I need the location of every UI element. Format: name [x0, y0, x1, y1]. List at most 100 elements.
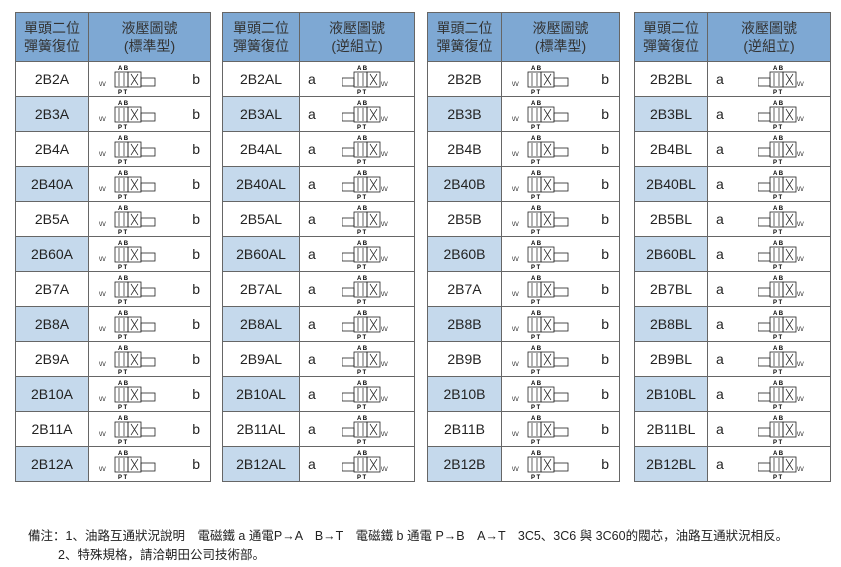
symbol-cell: a A B P T \/\/ — [299, 201, 415, 237]
valve-symbol-icon: A B P T \/\/ — [99, 66, 156, 94]
svg-text:\/\/: \/\/ — [99, 82, 106, 88]
model-code: 2B5B — [427, 201, 502, 237]
solenoid-label: a — [716, 316, 724, 332]
svg-text:A B: A B — [118, 416, 129, 422]
valve-symbol-icon: A B P T \/\/ — [342, 66, 388, 94]
svg-text:A B: A B — [118, 311, 129, 317]
svg-text:A B: A B — [773, 206, 784, 212]
svg-text:\/\/: \/\/ — [99, 292, 106, 298]
svg-text:\/\/: \/\/ — [512, 292, 519, 298]
symbol-cell: A B P T \/\/ b — [501, 96, 620, 132]
header-symbol: 液壓圖號 (標準型) — [88, 12, 211, 62]
header-code: 單頭二位 彈簧復位 — [15, 12, 89, 62]
table-row: 2B10AL a A B P T \/\/ — [222, 376, 415, 412]
svg-text:A B: A B — [357, 206, 368, 212]
valve-table: 單頭二位 彈簧復位 液壓圖號 (標準型) 2B2A A B P T \/\/ b 2B3A A B P… — [15, 12, 211, 482]
solenoid-label: b — [192, 316, 200, 332]
svg-text:A B: A B — [357, 346, 368, 352]
svg-text:P T: P T — [773, 195, 783, 199]
svg-text:A B: A B — [531, 346, 542, 352]
table-row: 2B11BL a A B P T \/\/ — [634, 411, 831, 447]
svg-text:\/\/: \/\/ — [797, 117, 804, 123]
table-row: 2B4AL a A B P T \/\/ — [222, 131, 415, 167]
solenoid-label: a — [716, 421, 724, 437]
valve-symbol-icon: A B P T \/\/ — [758, 241, 804, 269]
solenoid-label: b — [192, 246, 200, 262]
symbol-cell: A B P T \/\/ b — [501, 131, 620, 167]
model-code: 2B2B — [427, 61, 502, 97]
table-row: 2B4B A B P T \/\/ b — [427, 131, 620, 167]
svg-text:P T: P T — [357, 125, 367, 129]
symbol-cell: a A B P T \/\/ — [707, 61, 831, 97]
svg-text:A B: A B — [531, 171, 542, 177]
model-code: 2B40AL — [222, 166, 300, 202]
svg-text:A B: A B — [531, 381, 542, 387]
svg-text:\/\/: \/\/ — [381, 397, 388, 403]
valve-table: 單頭二位 彈簧復位 液壓圖號 (逆組立) 2B2BL a A B P T \/\/ 2B3BL a A… — [634, 12, 831, 482]
table-row: 2B12AL a A B P T \/\/ — [222, 446, 415, 482]
table-row: 2B11A A B P T \/\/ b — [15, 411, 211, 447]
svg-text:\/\/: \/\/ — [512, 152, 519, 158]
solenoid-label: a — [716, 106, 724, 122]
remark-1: 備注：1、油路互通狀況說明 電磁鐵 a 通電P→A B→T 電磁鐵 b 通電 P… — [28, 529, 789, 543]
valve-symbol-icon: A B P T \/\/ — [342, 206, 388, 234]
symbol-cell: a A B P T \/\/ — [299, 271, 415, 307]
table-row: 2B10B A B P T \/\/ b — [427, 376, 620, 412]
table-row: 2B40BL a A B P T \/\/ — [634, 166, 831, 202]
table-row: 2B60BL a A B P T \/\/ — [634, 236, 831, 272]
valve-symbol-icon: A B P T \/\/ — [512, 136, 569, 164]
svg-text:\/\/: \/\/ — [381, 467, 388, 473]
solenoid-label: a — [716, 176, 724, 192]
svg-text:P T: P T — [531, 265, 541, 269]
table-row: 2B12B A B P T \/\/ b — [427, 446, 620, 482]
symbol-cell: A B P T \/\/ b — [88, 411, 211, 447]
model-code: 2B4A — [15, 131, 89, 167]
svg-text:P T: P T — [357, 335, 367, 339]
solenoid-label: b — [192, 211, 200, 227]
svg-text:P T: P T — [773, 440, 783, 444]
model-code: 2B2A — [15, 61, 89, 97]
valve-table: 單頭二位 彈簧復位 液壓圖號 (標準型) 2B2B A B P T \/\/ b 2B3B A B P… — [427, 12, 620, 482]
svg-text:A B: A B — [773, 451, 784, 457]
model-code: 2B9BL — [634, 341, 708, 377]
svg-text:\/\/: \/\/ — [797, 292, 804, 298]
symbol-cell: A B P T \/\/ b — [501, 411, 620, 447]
model-code: 2B12A — [15, 446, 89, 482]
svg-text:P T: P T — [357, 440, 367, 444]
solenoid-label: a — [308, 176, 316, 192]
valve-symbol-icon: A B P T \/\/ — [342, 241, 388, 269]
valve-symbol-icon: A B P T \/\/ — [758, 206, 804, 234]
header-code: 單頭二位 彈簧復位 — [222, 12, 300, 62]
svg-text:\/\/: \/\/ — [381, 187, 388, 193]
svg-text:\/\/: \/\/ — [512, 467, 519, 473]
model-code: 2B3A — [15, 96, 89, 132]
svg-text:\/\/: \/\/ — [512, 222, 519, 228]
svg-text:\/\/: \/\/ — [512, 362, 519, 368]
svg-text:P T: P T — [357, 195, 367, 199]
table-row: 2B7AL a A B P T \/\/ — [222, 271, 415, 307]
svg-text:P T: P T — [773, 90, 783, 94]
svg-text:A B: A B — [118, 241, 129, 247]
table-row: 2B9B A B P T \/\/ b — [427, 341, 620, 377]
svg-text:A B: A B — [118, 171, 129, 177]
symbol-cell: A B P T \/\/ b — [501, 201, 620, 237]
header-code: 單頭二位 彈簧復位 — [634, 12, 708, 62]
svg-text:A B: A B — [773, 311, 784, 317]
svg-text:P T: P T — [531, 300, 541, 304]
svg-text:P T: P T — [118, 160, 128, 164]
valve-symbol-icon: A B P T \/\/ — [342, 346, 388, 374]
symbol-cell: a A B P T \/\/ — [299, 306, 415, 342]
solenoid-label: b — [601, 281, 609, 297]
solenoid-label: a — [716, 386, 724, 402]
valve-symbol-icon: A B P T \/\/ — [342, 276, 388, 304]
table-row: 2B5B A B P T \/\/ b — [427, 201, 620, 237]
valve-symbol-icon: A B P T \/\/ — [758, 381, 804, 409]
symbol-cell: a A B P T \/\/ — [707, 201, 831, 237]
model-code: 2B10B — [427, 376, 502, 412]
solenoid-label: b — [601, 141, 609, 157]
symbol-cell: a A B P T \/\/ — [299, 446, 415, 482]
symbol-cell: A B P T \/\/ b — [501, 61, 620, 97]
symbol-cell: A B P T \/\/ b — [501, 166, 620, 202]
solenoid-label: b — [601, 316, 609, 332]
svg-text:\/\/: \/\/ — [797, 432, 804, 438]
